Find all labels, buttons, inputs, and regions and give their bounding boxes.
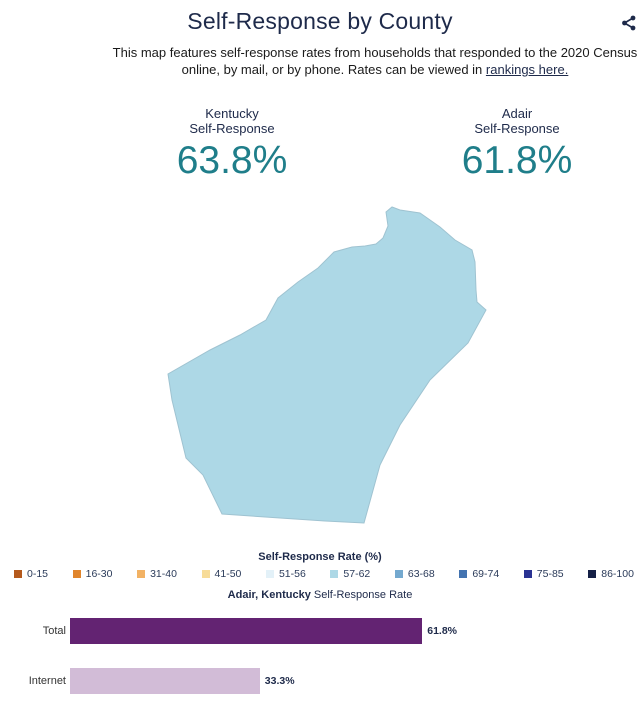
- legend-item: 0-15: [14, 568, 48, 580]
- legend-label: 86-100: [601, 568, 634, 580]
- bar-category-label: Total: [42, 625, 66, 637]
- county-shape-adair[interactable]: [167, 206, 487, 524]
- legend-item: 16-30: [72, 568, 113, 580]
- county-name: Adair: [501, 106, 533, 121]
- legend-label: 31-40: [150, 568, 177, 580]
- legend-item: 51-56: [265, 568, 306, 580]
- legend-label: 0-15: [27, 568, 49, 580]
- legend-swatch: [14, 570, 22, 578]
- legend-swatch: [330, 570, 339, 578]
- legend-label: 63-68: [407, 568, 435, 580]
- state-stat: Kentucky Self-Response 63.8%: [112, 106, 352, 184]
- legend-swatch: [201, 570, 210, 578]
- county-label: Self-Response: [474, 121, 560, 136]
- legend-swatch: [394, 570, 403, 578]
- description: This map features self-response rates fr…: [110, 44, 640, 78]
- legend-item: 86-100: [588, 568, 634, 580]
- share-icon[interactable]: [620, 14, 638, 32]
- county-stat: Adair Self-Response 61.8%: [397, 106, 637, 184]
- state-label: Self-Response: [189, 121, 275, 136]
- bar[interactable]: [70, 618, 423, 644]
- legend-item: 69-74: [459, 568, 499, 580]
- legend-item: 57-62: [330, 568, 370, 580]
- legend: 0-15 16-30 31-40 41-50 51-56 57-62 63-68 69-74 7…: [14, 566, 634, 582]
- legend-label: 57-62: [343, 568, 371, 580]
- legend-label: 41-50: [214, 568, 242, 580]
- bar-category-label: Internet: [28, 675, 66, 687]
- legend-swatch: [137, 570, 146, 578]
- legend-item: 63-68: [394, 568, 435, 580]
- legend-title: Self-Response Rate (%): [258, 551, 382, 563]
- county-value: 61.8%: [461, 139, 573, 182]
- legend-swatch: [72, 570, 81, 578]
- legend-label: 75-85: [536, 568, 564, 580]
- bar-chart-title-text: Self-Response Rate: [313, 589, 413, 601]
- bar-chart-title: Adair, Kentucky Self-Response Rate: [0, 589, 640, 601]
- bar-row: Internet 33.3%: [0, 668, 640, 694]
- legend-label: 51-56: [278, 568, 306, 580]
- legend-swatch: [265, 570, 274, 578]
- legend-swatch: [459, 570, 468, 578]
- county-map: [167, 206, 487, 524]
- legend-label: 69-74: [472, 568, 500, 580]
- legend-item: 31-40: [137, 568, 177, 580]
- bar[interactable]: [70, 668, 260, 694]
- bar-chart-title-place: Adair, Kentucky: [227, 589, 311, 601]
- rankings-link[interactable]: rankings here.: [485, 62, 569, 77]
- state-value: 63.8%: [176, 139, 288, 182]
- bar-row: Total 61.8%: [0, 618, 640, 644]
- page-title: Self-Response by County: [187, 8, 453, 34]
- state-name: Kentucky: [205, 106, 259, 121]
- legend-swatch: [523, 570, 532, 578]
- bar-value-label: 33.3%: [264, 675, 295, 687]
- legend-swatch: [588, 570, 597, 578]
- legend-item: 75-85: [523, 568, 564, 580]
- legend-item: 41-50: [201, 568, 242, 580]
- legend-label: 16-30: [85, 568, 113, 580]
- bar-value-label: 61.8%: [427, 625, 458, 637]
- description-text: This map features self-response rates fr…: [112, 45, 638, 77]
